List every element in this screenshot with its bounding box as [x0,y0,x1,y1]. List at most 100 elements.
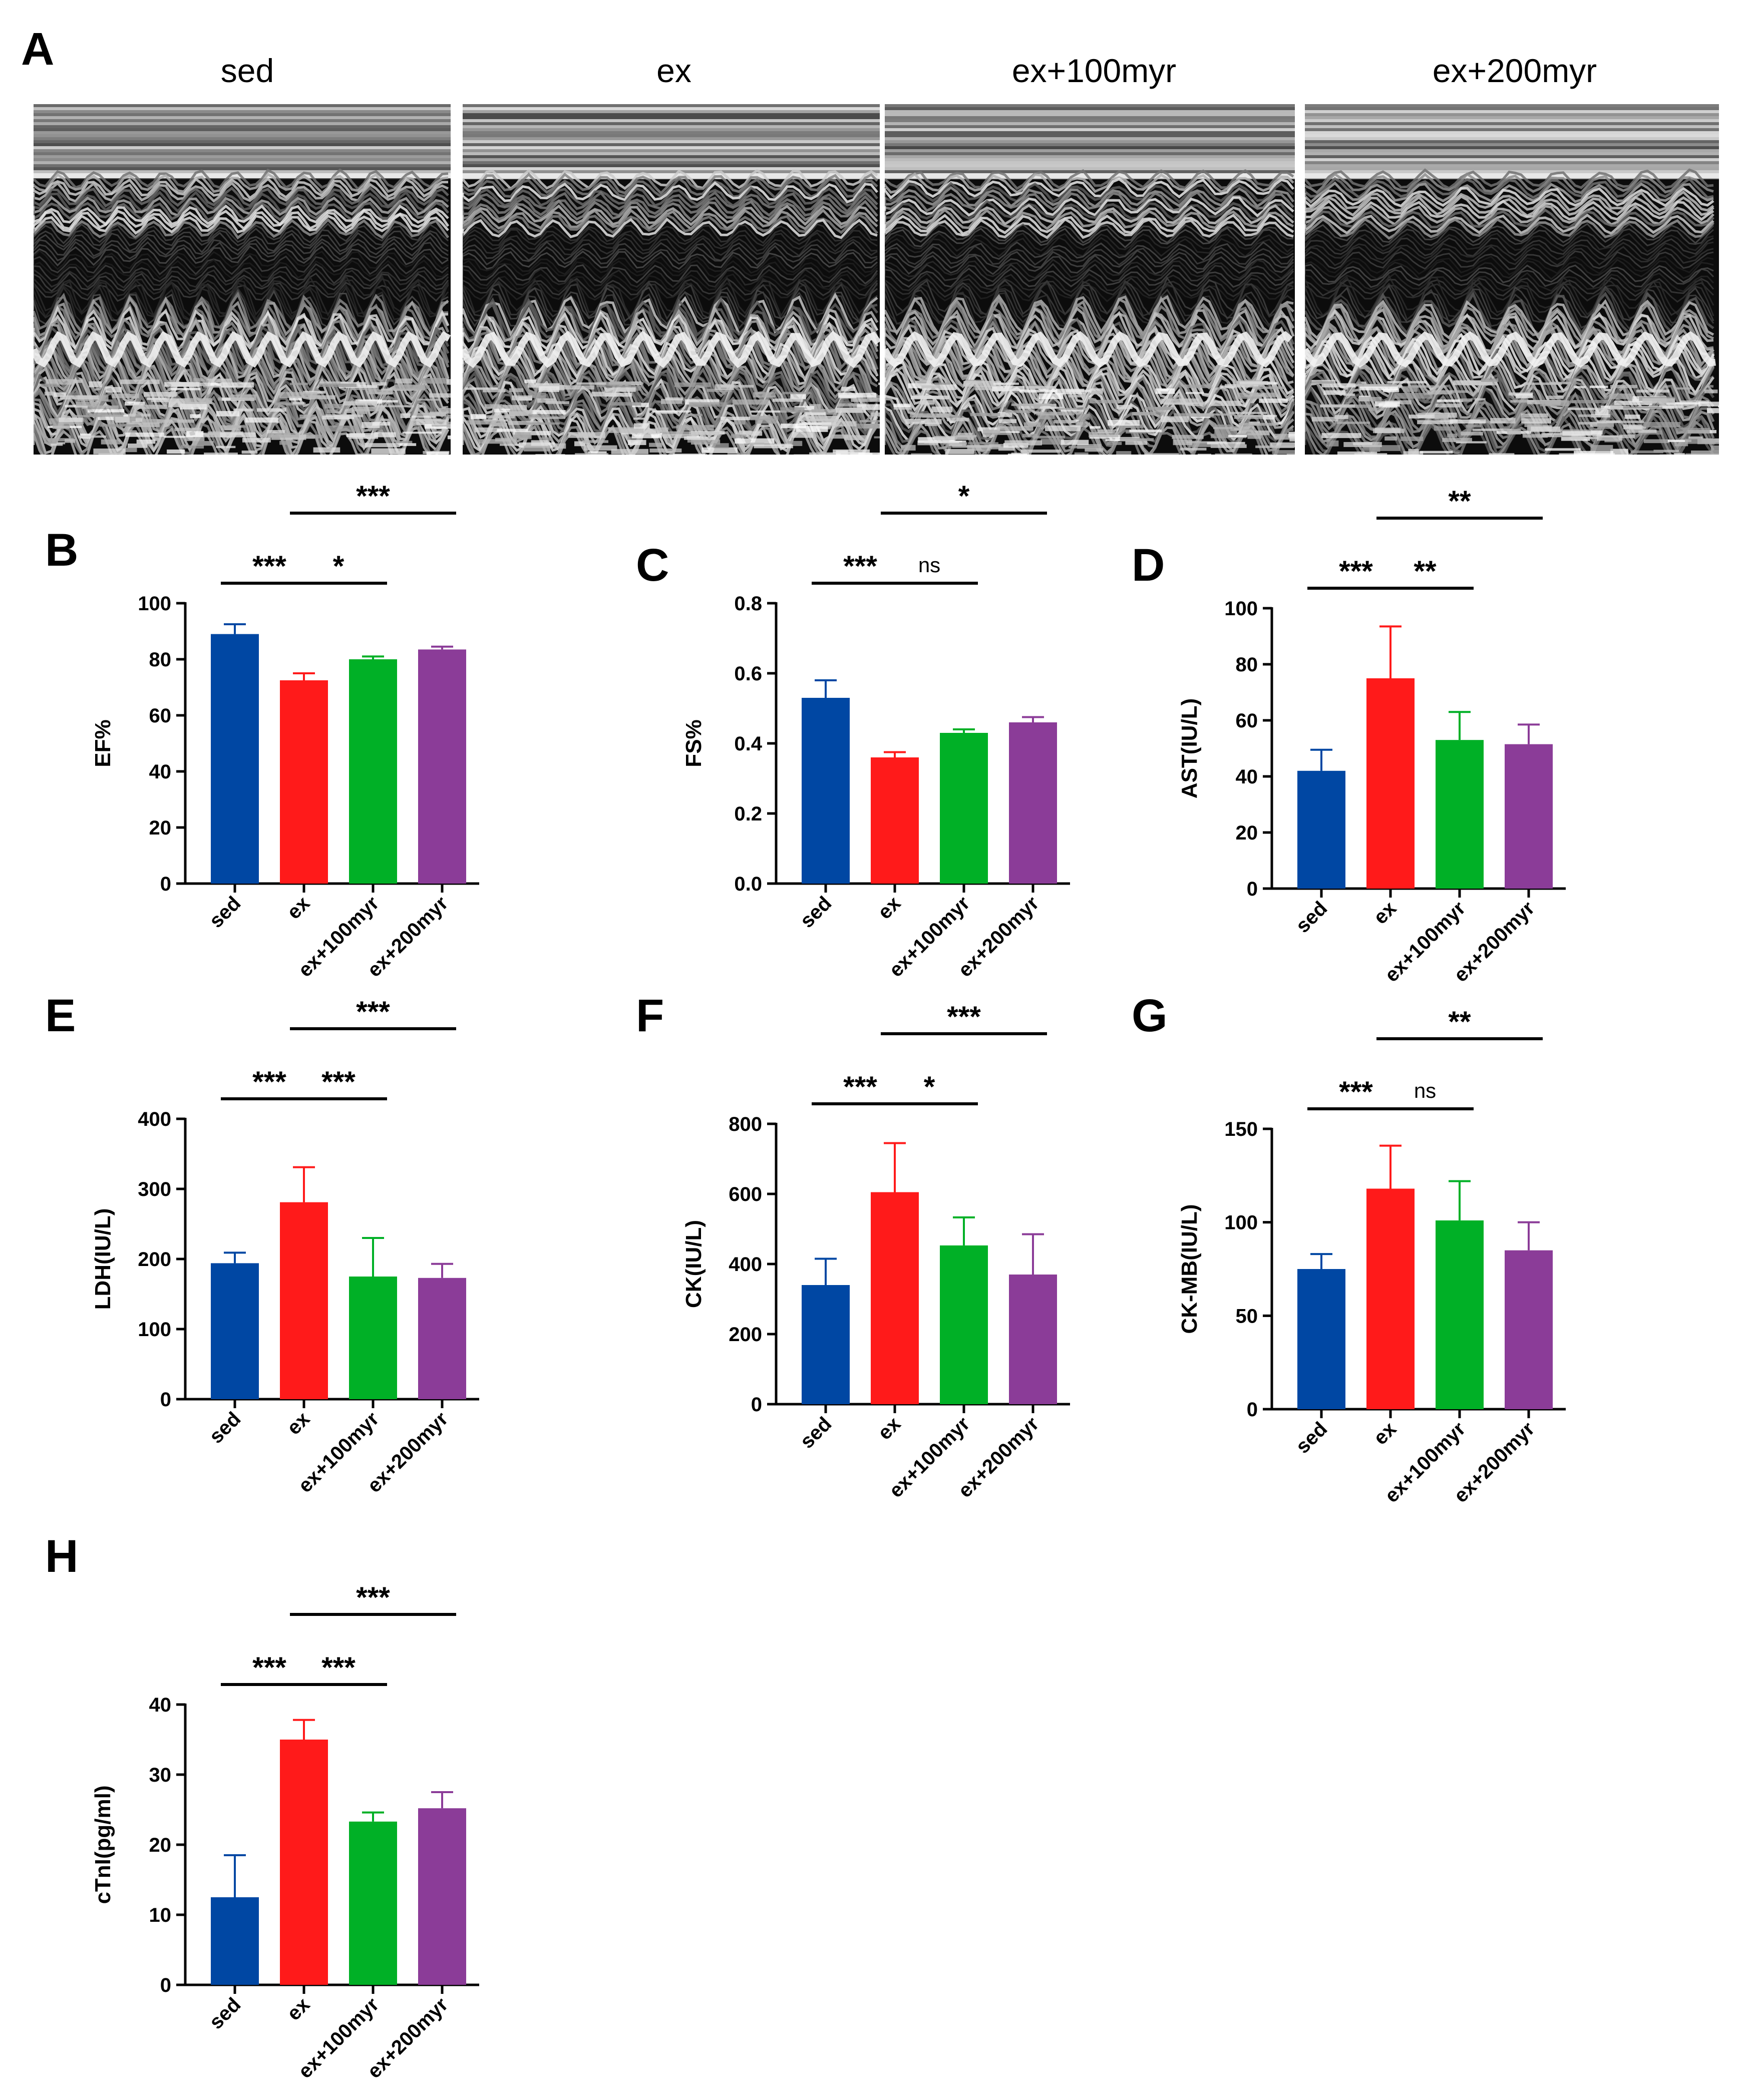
y-axis-label-g: CK-MB(IU/L) [1177,1204,1202,1334]
bar-g-0 [1297,1269,1345,1409]
panel-letter-f: F [636,990,664,1041]
y-tick-label-c: 0.0 [734,873,762,895]
significance-label-c-0: *** [843,550,877,583]
y-tick-label-g: 150 [1224,1118,1258,1140]
y-tick-label-d: 40 [1236,766,1258,788]
bar-h-2 [349,1821,397,1985]
bar-b-2 [349,659,397,884]
significance-label-c-2: * [958,480,970,513]
category-label-f-0: sed [796,1413,836,1453]
significance-label-g-1: ns [1414,1079,1436,1102]
panel-letter-h: H [45,1531,78,1582]
bar-f-0 [802,1285,850,1404]
significance-label-b-0: *** [252,550,286,583]
y-axis-label-h: cTnI(pg/ml) [91,1785,115,1904]
y-tick-label-g: 100 [1224,1212,1258,1234]
y-tick-label-c: 0.2 [734,803,762,825]
significance-label-f-2: *** [947,1001,981,1033]
y-tick-label-h: 30 [149,1764,172,1786]
bar-h-0 [211,1897,259,1985]
y-tick-label-b: 40 [149,761,172,783]
category-label-h-1: ex [283,1993,314,2025]
y-tick-label-h: 0 [160,1974,171,1996]
y-tick-label-d: 60 [1236,710,1258,732]
panel-letter-e: E [45,990,76,1041]
y-axis-label-e: LDH(IU/L) [91,1208,115,1310]
echo-label-ex-200myr: ex+200myr [1432,52,1597,89]
y-axis-label-b: EF% [91,719,115,767]
category-label-e-1: ex [283,1408,314,1439]
chart-panel-c: C0.00.20.40.60.8FS%sed exex+100myrex+200m… [636,480,1070,981]
y-axis-label-d: AST(IU/L) [1177,698,1202,798]
bar-e-0 [211,1263,259,1399]
echo-image-ex-100myr [885,104,1295,455]
y-tick-label-c: 0.8 [734,593,762,615]
bar-f-1 [871,1192,919,1404]
echo-image-ex [463,104,880,455]
echo-label-sed: sed [220,52,274,89]
significance-label-g-0: *** [1339,1076,1373,1108]
category-label-c-0: sed [796,892,836,932]
bar-d-0 [1297,770,1345,889]
bar-d-1 [1366,678,1415,889]
significance-label-g-2: ** [1448,1006,1471,1038]
category-label-f-1: ex [874,1413,905,1444]
y-tick-label-f: 0 [751,1394,762,1416]
category-label-c-1: ex [874,892,905,924]
y-tick-label-d: 0 [1247,878,1258,900]
significance-label-d-1: ** [1414,555,1437,588]
y-tick-label-g: 0 [1247,1399,1258,1421]
category-label-e-0: sed [205,1408,245,1448]
significance-label-f-1: * [924,1071,935,1103]
panel-letter-d: D [1132,540,1165,591]
y-tick-label-e: 100 [138,1319,171,1341]
significance-label-e-0: *** [252,1066,286,1098]
bar-d-3 [1505,744,1553,889]
echo-image-ex-200myr [1305,104,1719,455]
echo-label-ex-100myr: ex+100myr [1011,52,1177,89]
category-label-b-1: ex [283,892,314,924]
bar-c-1 [871,757,919,884]
bar-f-2 [940,1245,988,1404]
panel-letter-b: B [45,525,78,576]
y-tick-label-e: 0 [160,1389,171,1411]
significance-label-h-2: *** [356,1581,390,1614]
significance-label-d-0: *** [1339,555,1373,588]
y-tick-label-f: 200 [729,1324,762,1346]
y-tick-label-h: 20 [149,1834,172,1856]
panel-letter-g: G [1132,990,1168,1041]
significance-label-b-2: *** [356,480,390,513]
y-tick-label-h: 40 [149,1694,172,1716]
y-tick-label-d: 80 [1236,654,1258,676]
y-tick-label-f: 800 [729,1113,762,1135]
y-tick-label-c: 0.4 [734,733,762,755]
category-label-b-0: sed [205,892,245,932]
bar-b-1 [280,680,328,884]
y-tick-label-d: 20 [1236,822,1258,844]
bar-d-2 [1436,740,1484,889]
significance-label-b-1: * [333,550,344,583]
bar-g-3 [1505,1250,1553,1409]
bar-c-2 [940,733,988,884]
bar-e-2 [349,1277,397,1399]
category-label-g-1: ex [1369,1418,1401,1449]
bar-b-3 [418,649,466,884]
y-tick-label-e: 200 [138,1248,171,1271]
significance-label-f-0: *** [843,1071,877,1103]
y-tick-label-b: 60 [149,705,172,727]
category-label-d-1: ex [1369,897,1401,929]
echo-image-sed [34,104,451,455]
y-axis-label-f: CK(IU/L) [681,1220,706,1308]
y-tick-label-b: 100 [138,593,171,615]
y-tick-label-h: 10 [149,1904,172,1926]
category-label-g-0: sed [1292,1418,1332,1458]
bar-e-3 [418,1278,466,1399]
significance-label-c-1: ns [918,553,940,577]
category-label-h-0: sed [205,1993,245,2033]
significance-label-e-2: *** [356,996,390,1028]
y-axis-label-c: FS% [681,719,706,767]
